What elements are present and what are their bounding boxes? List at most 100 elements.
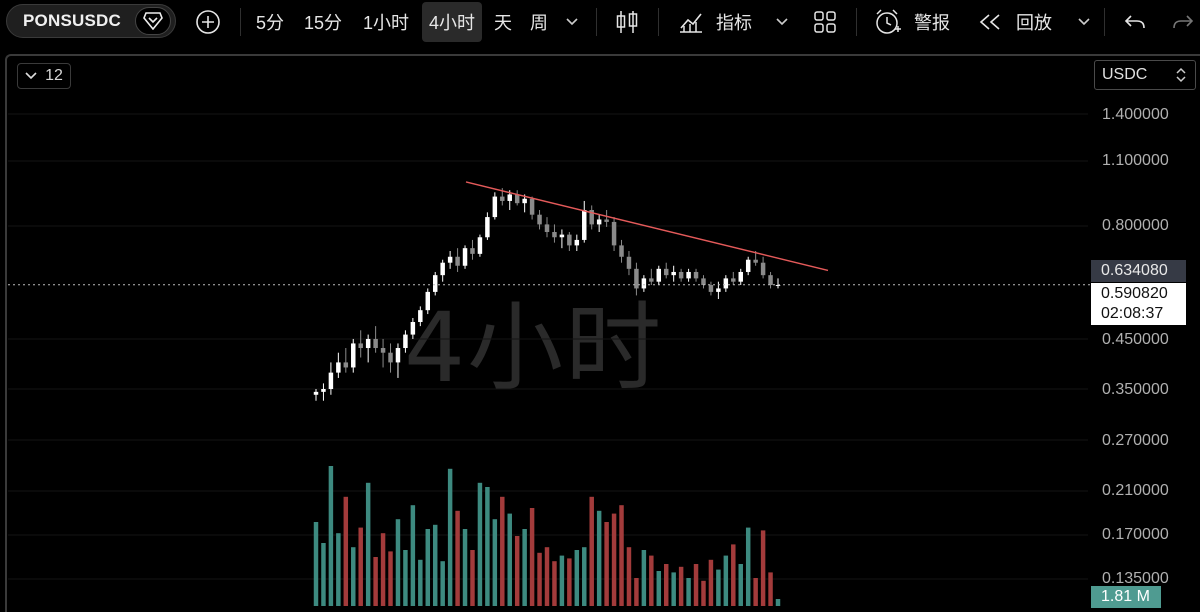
candle (514, 190, 520, 206)
candle (336, 352, 341, 378)
candle (582, 200, 587, 243)
candle (693, 268, 699, 282)
volume-bar (514, 536, 520, 606)
candle (611, 217, 617, 251)
candle (418, 306, 423, 327)
volume-bar (589, 496, 594, 606)
toolbar-divider (1104, 8, 1105, 36)
candle (425, 288, 431, 315)
volume-bar (559, 555, 565, 606)
top-toolbar: PONSUSDC 5分 15分 1小时 4小时 天 周 指标 警报 回放 (0, 0, 1200, 44)
candle (410, 317, 416, 339)
alert-button[interactable]: 警报 (914, 13, 950, 33)
alarm-clock-icon[interactable] (872, 0, 904, 44)
volume-bar (447, 468, 453, 606)
currency-select[interactable]: USDC (1094, 60, 1196, 90)
symbol-label: PONSUSDC (23, 11, 121, 30)
diamond-icon[interactable] (135, 7, 171, 35)
price-axis-label: 1.100000 (1102, 152, 1169, 169)
volume-bar (738, 564, 743, 606)
volume-bar (336, 533, 341, 606)
volume-bar (649, 555, 654, 606)
candle (328, 362, 334, 395)
indicators-button[interactable]: 指标 (716, 13, 752, 33)
volume-bar (768, 572, 773, 606)
redo-icon[interactable] (1168, 0, 1198, 44)
volume-bar (656, 571, 662, 606)
volume-bar (701, 580, 706, 606)
interval-week[interactable]: 周 (530, 13, 548, 33)
interval-chevron-down-icon[interactable] (562, 0, 582, 44)
candle (775, 278, 781, 289)
volume-bar (693, 564, 699, 606)
candle (574, 234, 580, 251)
undo-icon[interactable] (1120, 0, 1150, 44)
indicators-chevron-down-icon[interactable] (772, 0, 792, 44)
volume-bar (358, 527, 363, 606)
grid-lines (8, 113, 1088, 580)
volume-bar (507, 513, 512, 606)
toolbar-divider (658, 8, 659, 36)
volume-bar (328, 466, 334, 606)
candle (589, 205, 594, 230)
price-axis-label: 0.210000 (1102, 482, 1169, 499)
candle (432, 271, 438, 296)
replay-button[interactable]: 回放 (1016, 13, 1052, 33)
candle (701, 275, 706, 289)
interval-15m[interactable]: 15分 (303, 13, 343, 33)
symbol-selector[interactable]: PONSUSDC (6, 4, 176, 38)
volume-bar (567, 558, 572, 606)
candle (492, 192, 498, 220)
volume-bar (313, 522, 319, 606)
candle (671, 265, 676, 282)
volume-bars (313, 466, 781, 606)
volume-bar (343, 496, 349, 606)
interval-4h[interactable]: 4小时 (422, 2, 482, 42)
volume-bar (395, 519, 401, 606)
volume-bar (723, 555, 729, 606)
candle (313, 389, 319, 401)
high-price-badge: 0.634080 (1091, 260, 1186, 282)
candles (313, 188, 781, 401)
volume-bar (619, 505, 624, 606)
add-symbol-icon[interactable] (192, 0, 224, 44)
indicator-legend-toggle[interactable]: 12 (17, 63, 71, 89)
replay-chevron-down-icon[interactable] (1074, 0, 1094, 44)
chart-frame (5, 54, 1200, 612)
volume-bar (604, 522, 609, 606)
volume-bar (425, 529, 431, 606)
candle (745, 256, 751, 276)
layout-grid-icon[interactable] (810, 0, 840, 44)
candle (388, 343, 393, 373)
candle (596, 214, 602, 233)
rewind-icon[interactable] (976, 0, 1004, 44)
volume-bar (708, 559, 714, 606)
candle (537, 210, 542, 230)
volume-bar (470, 550, 475, 606)
candle (626, 250, 632, 276)
candle (351, 338, 356, 373)
interval-1h[interactable]: 1小时 (362, 13, 409, 33)
volume-bar (403, 550, 408, 606)
volume-bar (380, 533, 386, 606)
price-axis-label: 0.450000 (1102, 331, 1169, 348)
volume-bar (500, 496, 505, 606)
volume-bar (388, 551, 393, 606)
candle (529, 196, 535, 220)
volume-bar (321, 543, 326, 606)
candle (731, 271, 736, 286)
candle (440, 259, 445, 282)
candle (768, 271, 773, 289)
candle (365, 334, 371, 363)
interval-5m[interactable]: 5分 (255, 13, 284, 33)
candle (343, 348, 349, 373)
price-axis-label: 0.170000 (1102, 526, 1169, 543)
price-axis-label: 0.135000 (1102, 570, 1169, 587)
last-price-badge: 0.590820 02:08:37 (1091, 283, 1186, 325)
candlestick-icon[interactable] (612, 0, 642, 44)
candle (395, 343, 401, 378)
interval-day[interactable]: 天 (494, 13, 512, 33)
indicators-icon[interactable] (676, 0, 706, 44)
volume-bar (455, 510, 460, 606)
